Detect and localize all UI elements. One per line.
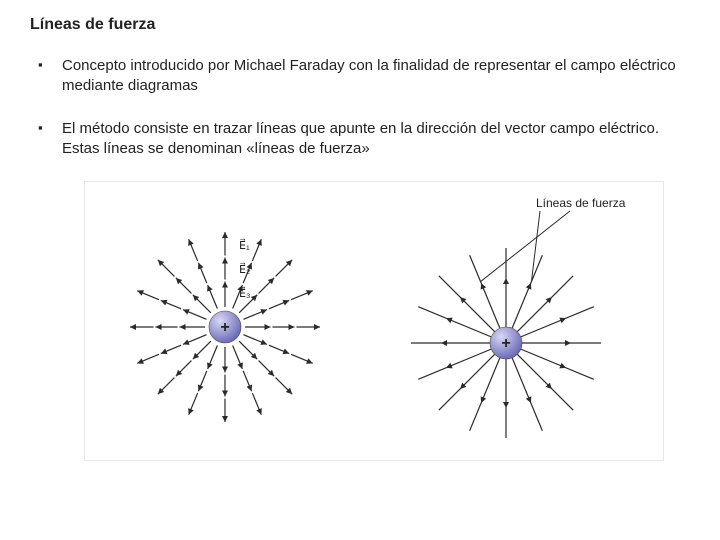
svg-text:Líneas de fuerza: Líneas de fuerza <box>536 196 626 210</box>
bullet-item: El método consiste en trazar líneas que … <box>36 119 684 160</box>
diagram-left-vectors: + E⃗₃ E⃗₂ E⃗₁ <box>100 201 350 441</box>
diagram-right-fieldlines: + Líneas de fuerza <box>379 191 649 451</box>
svg-text:E⃗₃: E⃗₃ <box>239 286 250 300</box>
svg-text:E⃗₂: E⃗₂ <box>239 262 250 276</box>
slide-title: Líneas de fuerza <box>30 16 690 34</box>
bullet-item: Concepto introducido por Michael Faraday… <box>36 56 684 97</box>
svg-text:E⃗₁: E⃗₁ <box>239 238 250 252</box>
svg-text:+: + <box>501 335 510 352</box>
bullet-list: Concepto introducido por Michael Faraday… <box>30 56 690 159</box>
figure-container: + E⃗₃ E⃗₂ E⃗₁ + Líneas de fuerza <box>84 181 664 461</box>
svg-text:+: + <box>220 319 229 336</box>
